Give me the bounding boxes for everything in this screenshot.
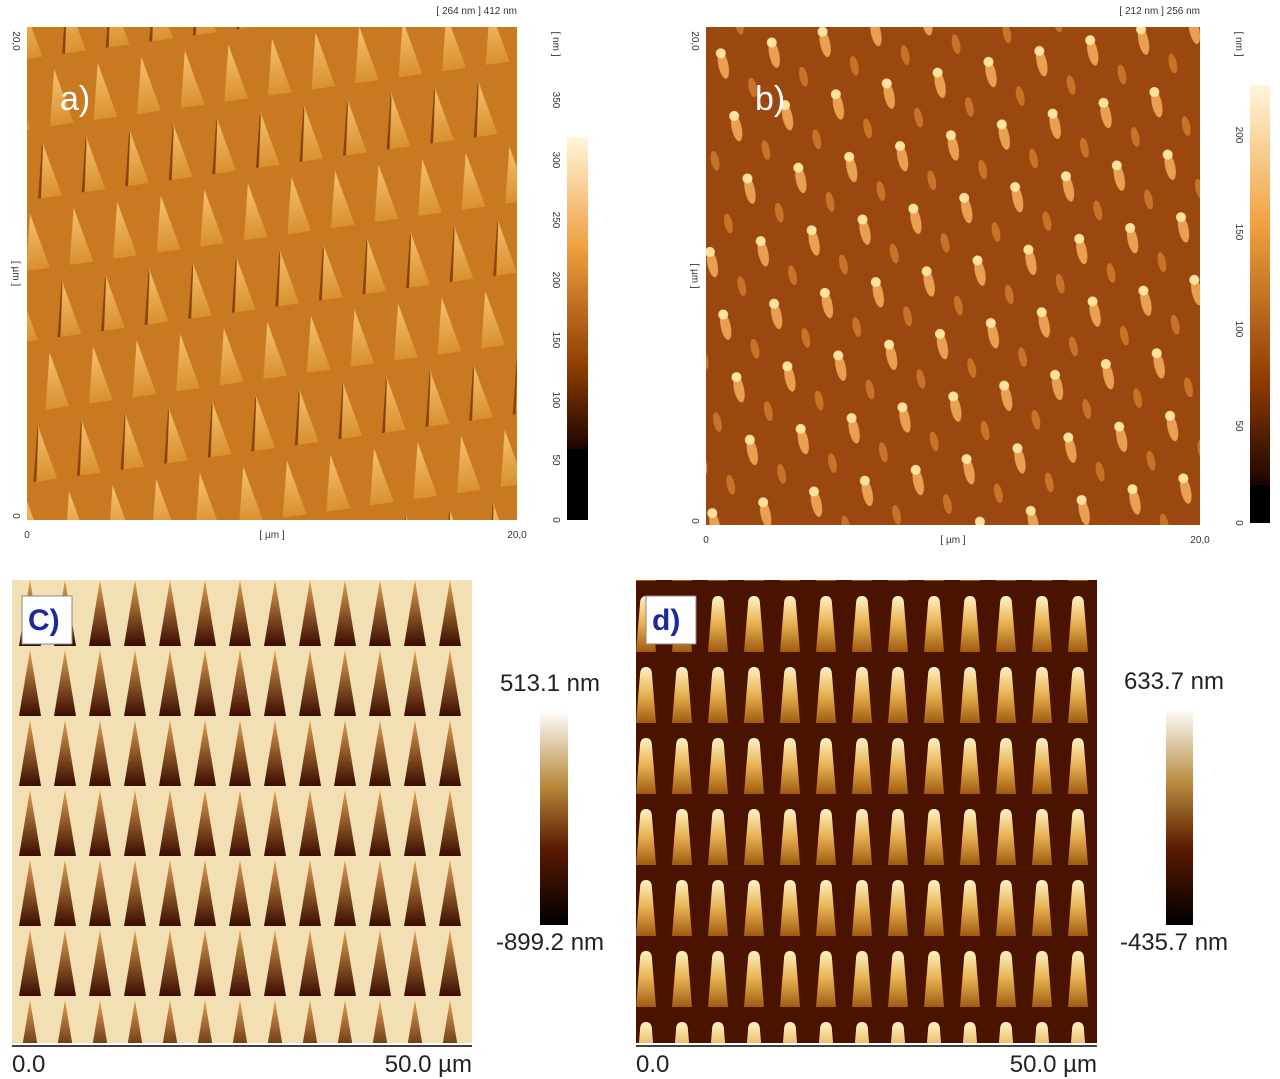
x-axis-unit: [ µm ] bbox=[940, 535, 965, 546]
afm-image-b bbox=[706, 27, 1200, 525]
colorbar-tick-label: 100 bbox=[550, 392, 561, 409]
colorbar-unit: [ nm ] bbox=[1233, 31, 1244, 56]
x-axis-max: 20,0 bbox=[507, 530, 527, 541]
x-axis-max: 50.0 µm bbox=[1010, 1051, 1097, 1078]
colorbar-tick-label: 50 bbox=[550, 454, 561, 466]
colorbar-tick-label: 150 bbox=[550, 332, 561, 349]
x-axis-max: 50.0 µm bbox=[385, 1051, 472, 1078]
colorbar-tick-label: 0 bbox=[550, 517, 561, 523]
colorbar-c bbox=[540, 710, 568, 925]
colorbar-max: 513.1 nm bbox=[500, 670, 600, 697]
x-axis-min: 0 bbox=[703, 535, 709, 546]
panel-label: C) bbox=[28, 604, 60, 637]
x-axis-max: 20,0 bbox=[1190, 535, 1210, 546]
scan-range: [ 264 nm ] 412 nm bbox=[436, 6, 517, 17]
x-axis-min: 0 bbox=[24, 530, 30, 541]
y-axis-unit: [ µm ] bbox=[10, 261, 21, 286]
colorbar-max: 633.7 nm bbox=[1124, 668, 1224, 695]
colorbar-min: -899.2 nm bbox=[496, 929, 604, 956]
y-axis-unit: [ µm ] bbox=[689, 263, 700, 288]
colorbar-unit: [ nm ] bbox=[550, 31, 561, 56]
colorbar-tick-label: 200 bbox=[550, 272, 561, 289]
panel-label-box bbox=[21, 595, 73, 645]
colorbar-tick-label: 100 bbox=[1233, 321, 1244, 338]
colorbar-tick-label: 0 bbox=[1233, 520, 1244, 526]
panel-label: d) bbox=[652, 604, 680, 637]
colorbar-tick-label: 200 bbox=[1233, 127, 1244, 144]
panel-label-box bbox=[645, 595, 697, 645]
colorbar-tick-label: 350 bbox=[550, 92, 561, 109]
panel-label: b) bbox=[755, 80, 785, 118]
colorbar-a-floor bbox=[567, 449, 588, 520]
scan-range: [ 212 nm ] 256 nm bbox=[1119, 6, 1200, 17]
y-axis-min: 0 bbox=[689, 518, 700, 524]
panel-label: a) bbox=[60, 80, 90, 118]
y-axis-max: 20,0 bbox=[689, 31, 700, 51]
colorbar-a bbox=[567, 137, 588, 449]
colorbar-tick-label: 50 bbox=[1233, 420, 1244, 432]
y-axis-max: 20,0 bbox=[10, 31, 21, 51]
colorbar-tick-label: 250 bbox=[550, 212, 561, 229]
afm-image-c bbox=[12, 580, 472, 1043]
x-axis-min: 0.0 bbox=[636, 1051, 669, 1078]
colorbar-tick-label: 150 bbox=[1233, 224, 1244, 241]
colorbar-d bbox=[1166, 708, 1193, 925]
y-axis-min: 0 bbox=[10, 513, 21, 519]
x-axis-unit: [ µm ] bbox=[259, 530, 284, 541]
afm-image-d bbox=[636, 580, 1097, 1043]
colorbar-b bbox=[1250, 85, 1270, 485]
colorbar-min: -435.7 nm bbox=[1120, 929, 1228, 956]
colorbar-b-floor bbox=[1250, 485, 1270, 523]
afm-image-a bbox=[27, 27, 517, 520]
x-axis-min: 0.0 bbox=[12, 1051, 45, 1078]
colorbar-tick-label: 300 bbox=[550, 152, 561, 169]
